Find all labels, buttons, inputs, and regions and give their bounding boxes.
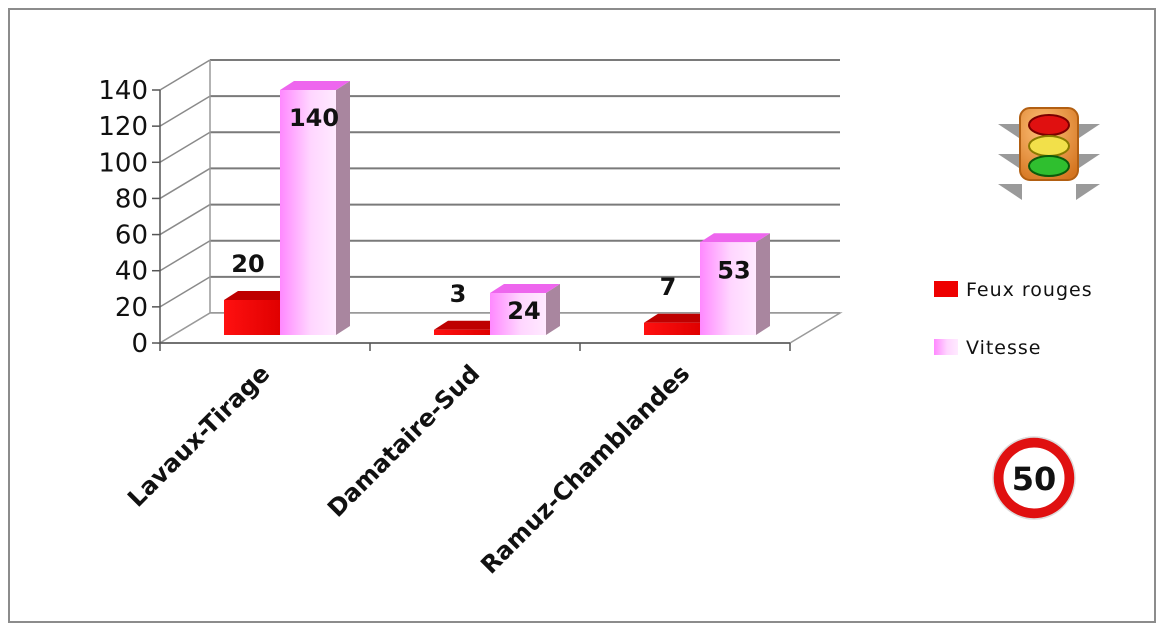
speed-limit-value: 50 — [1012, 460, 1057, 498]
x-category-label-1: Damataire-Sud — [322, 359, 485, 522]
bar-1-1 — [490, 293, 546, 335]
bar-0-0 — [224, 300, 280, 335]
bar-top-0-0 — [224, 291, 294, 300]
bar-top-1-0 — [434, 320, 504, 330]
bar-2-0 — [644, 322, 700, 335]
bar-1-0 — [434, 329, 490, 335]
bar-side-0-1 — [336, 81, 350, 335]
bar-2-1 — [700, 242, 756, 335]
x-category-label-2: Ramuz-Chamblandes — [475, 359, 695, 579]
data-label-1-1: 24 — [507, 297, 540, 325]
legend-label-1: Vitesse — [966, 337, 1042, 359]
y-tick-label: 20 — [115, 293, 148, 323]
side-wall-gridline — [159, 95, 211, 127]
data-label-0-0: 20 — [231, 250, 264, 278]
x-category-label-0: Lavaux-Tirage — [122, 359, 275, 512]
bar-top-0-1 — [280, 81, 350, 90]
bar-0-1 — [280, 90, 336, 335]
chart-bars — [224, 81, 770, 335]
y-tick-label: 40 — [115, 257, 148, 287]
legend-swatch-0 — [934, 281, 958, 297]
speed-limit-sign: 50 — [992, 436, 1076, 520]
legend-swatch-1 — [934, 339, 958, 355]
side-wall-gridline — [159, 203, 211, 236]
data-label-2-0: 7 — [660, 273, 677, 301]
y-tick-label: 60 — [115, 221, 148, 251]
side-wall-gridline — [159, 240, 211, 272]
data-labels: 20 140 3 24 7 53 — [231, 104, 750, 325]
bar-side-2-1 — [756, 233, 770, 335]
traffic-light-icon — [998, 107, 1100, 200]
side-wall-gridline — [159, 167, 211, 200]
side-wall-gridline — [159, 59, 211, 91]
bar-side-1-1 — [546, 284, 560, 335]
legend-label-0: Feux rouges — [966, 279, 1093, 301]
y-tick-label: 80 — [115, 184, 148, 214]
y-tick-label: 120 — [98, 112, 148, 142]
bar-top-1-1 — [490, 284, 560, 293]
side-wall-gridline — [159, 131, 211, 163]
chart-legend: Feux rouges Vitesse — [934, 279, 1093, 359]
data-label-1-0: 3 — [450, 280, 467, 308]
side-wall-gridline — [159, 276, 211, 308]
y-tick-label: 100 — [98, 148, 148, 178]
y-tick-label: 140 — [98, 76, 148, 106]
bar-top-2-0 — [644, 313, 714, 323]
bar-top-2-1 — [700, 233, 770, 243]
y-tick-label: 0 — [131, 329, 148, 359]
y-axis-ticks: 0 20 40 60 80 100 120 140 — [98, 76, 160, 359]
data-label-0-1: 140 — [289, 104, 339, 132]
x-axis-categories: Lavaux-Tirage Damataire-SudRamuz-Chamblan… — [122, 359, 695, 579]
data-label-2-1: 53 — [717, 256, 750, 284]
